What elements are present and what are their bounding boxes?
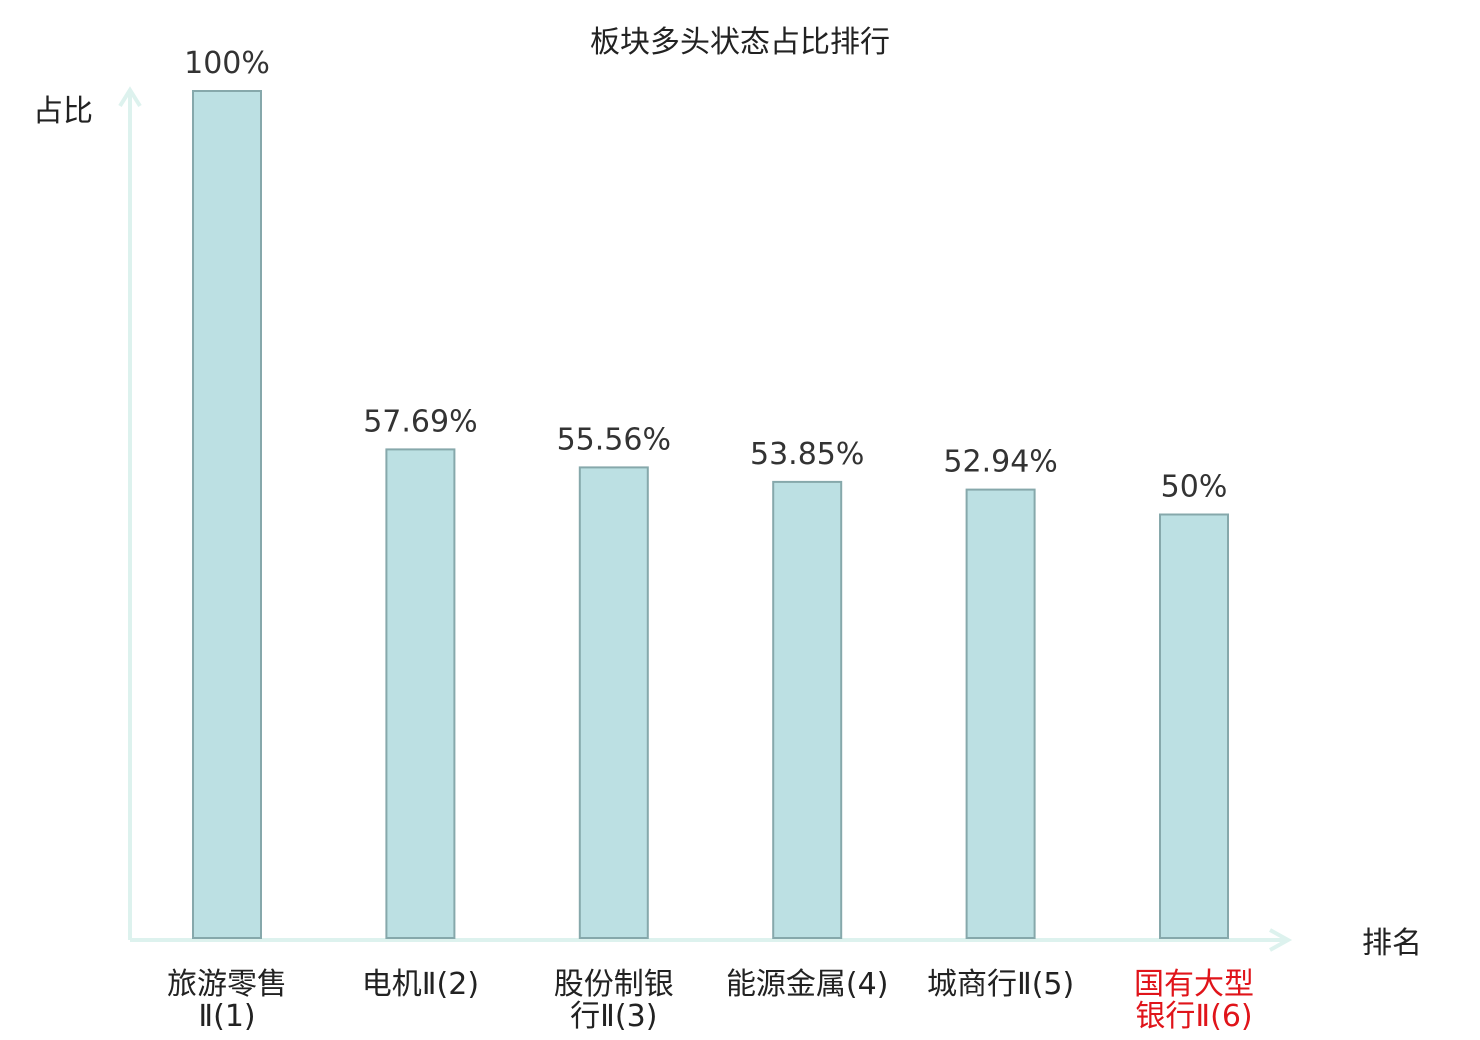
- category-label-line: 城商行Ⅱ(5): [927, 967, 1074, 1002]
- data-label-6: 50%: [1161, 470, 1228, 505]
- bar-1: [192, 90, 262, 939]
- category-label-line: 国有大型: [1134, 967, 1254, 1002]
- category-label-line: 电机Ⅱ(2): [362, 967, 479, 1002]
- category-label-4: 能源金属(4): [726, 967, 889, 1002]
- data-label-2: 57.69%: [363, 404, 477, 439]
- data-label-4: 53.85%: [750, 437, 864, 472]
- x-axis-arrow: [1269, 928, 1293, 952]
- category-label-5: 城商行Ⅱ(5): [927, 967, 1074, 1002]
- x-axis-label: 排名: [1362, 926, 1422, 961]
- bar-3: [578, 466, 649, 939]
- category-label-6: 国有大型银行Ⅱ(6): [1134, 967, 1254, 1034]
- chart-title: 板块多头状态占比排行: [590, 25, 890, 60]
- data-label-5: 52.94%: [943, 445, 1057, 480]
- data-label-3: 55.56%: [557, 422, 671, 457]
- bars-group: 100% 旅游零售 Ⅱ(1) 57.69% 电机Ⅱ(2) 55.56% 股份制银行Ⅱ(3) 5…: [167, 46, 1254, 1034]
- y-axis-label: 占比: [33, 94, 93, 129]
- category-label-line: 能源金属(4): [726, 967, 889, 1002]
- category-label-line: 行Ⅱ(3): [570, 999, 657, 1034]
- category-label-2: 电机Ⅱ(2): [362, 967, 479, 1002]
- category-label-line: 旅游零售: [167, 967, 287, 1002]
- category-label-1: 旅游零售 Ⅱ(1): [167, 967, 287, 1034]
- bar-6: [1159, 513, 1229, 939]
- data-label-1: 100%: [184, 46, 270, 81]
- category-label-3: 股份制银行Ⅱ(3): [554, 967, 674, 1034]
- bar-4: [772, 480, 843, 939]
- bar-5: [965, 488, 1036, 939]
- bar-2: [385, 448, 456, 939]
- category-label-line: Ⅱ(1): [198, 999, 255, 1034]
- category-label-line: 股份制银: [554, 967, 674, 1002]
- category-label-line: 银行Ⅱ(6): [1135, 999, 1252, 1034]
- y-axis-arrow: [118, 86, 142, 108]
